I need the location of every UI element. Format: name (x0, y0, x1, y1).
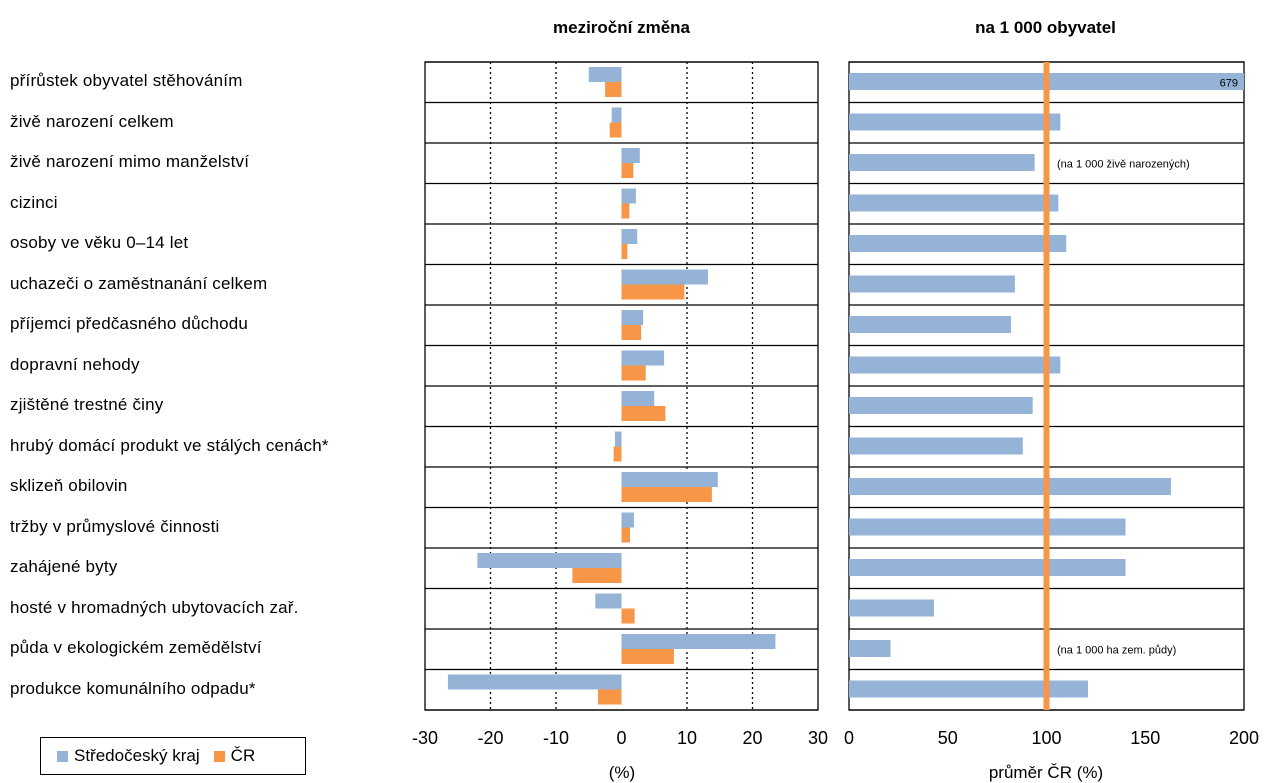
bar-kraj-per1000 (849, 599, 934, 617)
category-label: uchazeči o zaměstnanání celkem (10, 273, 268, 293)
bar-kraj-per1000 (849, 680, 1088, 698)
category-label: sklizeň obilovin (10, 476, 128, 496)
bar-kraj-change (621, 472, 718, 487)
bar-value-label: 679 (1220, 77, 1238, 89)
legend: Středočeský kraj ČR (40, 737, 306, 775)
legend-swatch-kraj (57, 750, 68, 762)
bar-cr-change (572, 568, 622, 583)
bar-kraj-per1000 (849, 356, 1061, 374)
category-label: zahájené byty (10, 557, 118, 577)
bar-cr-change (605, 82, 622, 97)
unit-annotation: (na 1 000 ha zem. půdy) (1057, 644, 1176, 656)
legend-swatch-cr (213, 750, 225, 762)
category-label: tržby v průmyslové činnosti (10, 516, 220, 536)
bar-kraj-change (611, 107, 622, 123)
bar-cr-change (621, 608, 635, 624)
bar-kraj-per1000 (849, 478, 1171, 495)
bar-cr-change (621, 649, 674, 664)
bar-cr-change (621, 527, 631, 543)
left-plot-frame (424, 61, 819, 711)
category-label: příjemci předčasného důchodu (10, 314, 249, 334)
bar-kraj-change (621, 391, 655, 406)
left-x-tick-label: 0 (616, 728, 627, 748)
bar-cr-change (621, 406, 666, 421)
legend-label-kraj: Středočeský kraj (74, 746, 200, 765)
category-label: hosté v hromadných ubytovacích zař. (10, 597, 299, 617)
category-label: hrubý domácí produkt ve stálých cenách* (10, 435, 329, 455)
bar-kraj-per1000 (849, 559, 1126, 576)
right-x-tick-label: 100 (1031, 728, 1062, 748)
bar-kraj-change (614, 431, 622, 447)
bar-kraj-change (621, 310, 644, 325)
bar-cr-change (609, 122, 622, 138)
left-x-axis-label: (%) (608, 763, 636, 782)
bar-cr-change (621, 163, 634, 178)
bar-kraj-change (447, 674, 622, 690)
bar-kraj-per1000 (849, 154, 1035, 171)
bar-kraj-per1000 (849, 397, 1033, 414)
bar-kraj-change (621, 512, 634, 528)
bar-kraj-change (621, 634, 776, 649)
bar-kraj-change (621, 188, 636, 204)
category-label: produkce komunálního odpadu* (10, 678, 256, 698)
bar-kraj-per1000 (849, 518, 1126, 536)
right-x-tick-label: 150 (1130, 728, 1161, 748)
legend-item-kraj: Středočeský kraj (57, 746, 200, 766)
bar-kraj-change (621, 148, 640, 163)
category-label: dopravní nehody (10, 354, 140, 374)
legend-label-cr: ČR (230, 746, 256, 765)
bar-kraj-per1000 (849, 275, 1015, 293)
left-x-tick-label: 30 (807, 728, 829, 748)
bar-cr-change (621, 244, 628, 259)
left-x-tick-label: 20 (742, 728, 763, 748)
bar-kraj-per1000 (849, 235, 1067, 252)
bar-kraj-change (621, 350, 665, 366)
category-label: živě narození celkem (10, 111, 174, 131)
category-label: živě narození mimo manželství (10, 152, 250, 172)
bar-cr-change (597, 689, 622, 705)
bar-cr-change (621, 365, 646, 381)
bar-cr-change (621, 487, 712, 502)
bar-kraj-change (477, 553, 622, 568)
left-x-tick-label: -20 (477, 728, 504, 748)
right-x-tick-label: 200 (1228, 728, 1260, 748)
bar-kraj-per1000 (849, 437, 1023, 455)
bar-cr-change (621, 284, 685, 300)
category-label: cizinci (10, 192, 58, 212)
legend-item-cr: ČR (213, 746, 256, 766)
bar-kraj-change (588, 67, 622, 82)
bar-kraj-per1000 (849, 316, 1011, 333)
right-x-axis-label: průměr ČR (%) (988, 763, 1104, 782)
right-x-tick-label: 50 (937, 728, 958, 748)
bar-kraj-change (595, 593, 622, 609)
category-label: zjištěné trestné činy (10, 395, 164, 415)
bar-kraj-per1000 (849, 640, 891, 657)
bar-cr-change (621, 203, 630, 219)
left-x-tick-label: -30 (411, 728, 439, 748)
bar-cr-change (613, 446, 622, 462)
category-label: přírůstek obyvatel stěhováním (10, 71, 243, 91)
right-x-tick-label: 0 (843, 728, 855, 748)
bar-kraj-per1000 (849, 194, 1059, 212)
category-label: osoby ve věku 0–14 let (10, 233, 189, 253)
bar-kraj-change (621, 269, 708, 285)
unit-annotation: (na 1 000 živě narozených) (1057, 158, 1190, 170)
right-panel-title: na 1 000 obyvatel (975, 18, 1116, 37)
bar-kraj-per1000 (849, 113, 1061, 131)
bar-kraj-change (621, 229, 638, 244)
left-x-tick-label: 10 (676, 728, 698, 748)
bar-cr-change (621, 325, 642, 340)
category-label: půda v ekologickém zemědělství (10, 638, 262, 658)
left-x-tick-label: -10 (542, 728, 570, 748)
left-panel-title: meziroční změna (553, 18, 690, 37)
